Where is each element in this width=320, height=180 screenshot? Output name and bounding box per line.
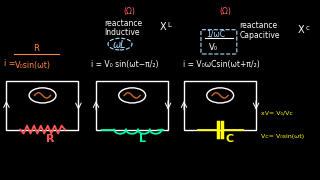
Text: R: R bbox=[34, 44, 39, 53]
Text: c: c bbox=[306, 25, 309, 31]
Text: ωL: ωL bbox=[113, 40, 126, 50]
Text: 1/ωC: 1/ωC bbox=[206, 29, 225, 38]
Text: i =: i = bbox=[4, 59, 15, 68]
Text: (Ω): (Ω) bbox=[219, 6, 231, 15]
Text: i = V₀ωCsin(ωt+π/₂): i = V₀ωCsin(ωt+π/₂) bbox=[183, 60, 260, 69]
Text: L: L bbox=[139, 134, 146, 144]
Text: V₀sin(ωt): V₀sin(ωt) bbox=[15, 61, 51, 70]
Bar bbox=[184, 81, 256, 130]
Text: Inductive: Inductive bbox=[104, 28, 140, 37]
Bar bbox=[96, 81, 168, 130]
Text: C: C bbox=[226, 134, 234, 144]
Text: i = V₀ sin(ωt−π/₂): i = V₀ sin(ωt−π/₂) bbox=[91, 60, 159, 69]
Text: reactance: reactance bbox=[239, 21, 277, 30]
Text: R: R bbox=[46, 134, 55, 144]
Text: V₀: V₀ bbox=[209, 43, 218, 52]
Text: L: L bbox=[167, 22, 171, 28]
Text: Capacitive: Capacitive bbox=[239, 31, 280, 40]
Text: xV= V₀/Vᴄ: xV= V₀/Vᴄ bbox=[261, 110, 293, 115]
Text: reactance: reactance bbox=[104, 19, 142, 28]
Text: X: X bbox=[298, 25, 304, 35]
Text: X: X bbox=[159, 22, 166, 32]
Text: Vᴄ= V₀sin(ωt): Vᴄ= V₀sin(ωt) bbox=[261, 134, 304, 139]
Text: (Ω): (Ω) bbox=[123, 6, 135, 15]
Bar bbox=[6, 81, 78, 130]
